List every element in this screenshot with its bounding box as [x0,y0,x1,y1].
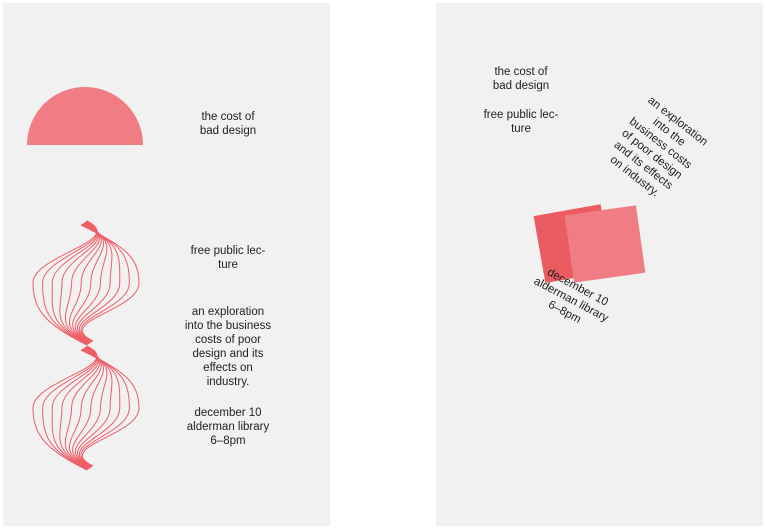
wave-line [68,347,102,469]
wave-line [80,349,130,467]
poster-right-artwork [533,204,646,284]
poster-subtitle: free public lec- ture [483,109,559,135]
wave-line [32,220,98,346]
poster-right: the cost of bad design free public lec- … [436,3,763,526]
wave-line [74,223,108,343]
poster-title: the cost of bad design [492,66,550,92]
poster-subtitle: free public lec- ture [190,245,266,271]
poster-event-details: december 10 alderman library 6–8pm [186,407,270,447]
wave-line [76,223,113,343]
wave-line [42,220,98,346]
wave-line [51,221,99,345]
poster-description: an exploration into the business costs o… [184,306,272,388]
wave-line [59,221,100,345]
wave-line [78,223,121,343]
wave-line [64,222,101,344]
wave-line [59,346,100,470]
wave-line [72,347,105,469]
semicircle-shape [27,87,143,145]
wave-lines-graphic [32,220,140,471]
wave-line [51,346,99,470]
wave-line [78,348,121,468]
wave-line [68,222,102,344]
wave-line [76,348,113,468]
wave-line [80,224,130,342]
poster-left-artwork [27,87,143,471]
poster-left: the cost of bad design free public lec- … [3,3,330,526]
wave-line [80,349,140,467]
front-square-shape [564,205,646,283]
wave-line [32,345,98,471]
wave-line [42,345,98,471]
wave-line [72,222,105,344]
wave-line [74,348,108,468]
wave-line [80,224,140,342]
wave-line [64,347,101,469]
poster-title: the cost of bad design [199,111,257,137]
